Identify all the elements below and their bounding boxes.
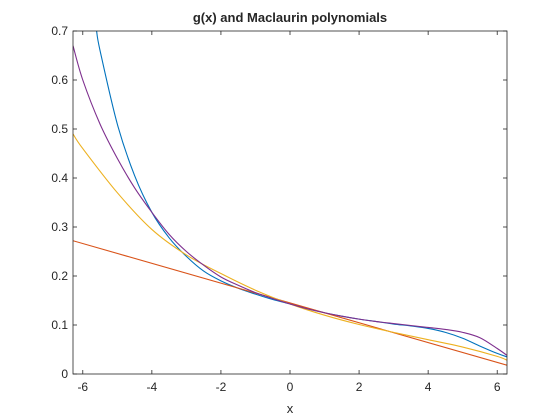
y-tick-label: 0 bbox=[61, 367, 68, 381]
tick-layer: -6 -4 -2 0 2 4 6 0 0.1 0.2 0.3 0.4 0.5 0.6 0.7 bbox=[51, 24, 507, 394]
series-layer bbox=[73, 31, 507, 366]
plot-area bbox=[73, 31, 507, 374]
y-tick-label: 0.6 bbox=[51, 73, 68, 87]
x-tick-label: 0 bbox=[287, 380, 294, 394]
y-tick-label: 0.2 bbox=[51, 269, 68, 283]
y-tick-label: 0.5 bbox=[51, 122, 68, 136]
x-axis-label: x bbox=[287, 401, 294, 416]
x-tick-label: 4 bbox=[425, 380, 432, 394]
x-tick-label: 6 bbox=[494, 380, 501, 394]
x-tick-label: -4 bbox=[147, 380, 158, 394]
y-tick-label: 0.4 bbox=[51, 171, 68, 185]
x-tick-label: -6 bbox=[77, 380, 88, 394]
x-tick-label: -2 bbox=[216, 380, 227, 394]
y-tick-label: 0.1 bbox=[51, 318, 68, 332]
y-tick-label: 0.7 bbox=[51, 24, 68, 38]
series-line-2 bbox=[73, 240, 507, 366]
x-tick-label: 2 bbox=[356, 380, 363, 394]
y-tick-label: 0.3 bbox=[51, 220, 68, 234]
chart-title: g(x) and Maclaurin polynomials bbox=[193, 10, 387, 25]
series-line-4 bbox=[73, 45, 507, 356]
